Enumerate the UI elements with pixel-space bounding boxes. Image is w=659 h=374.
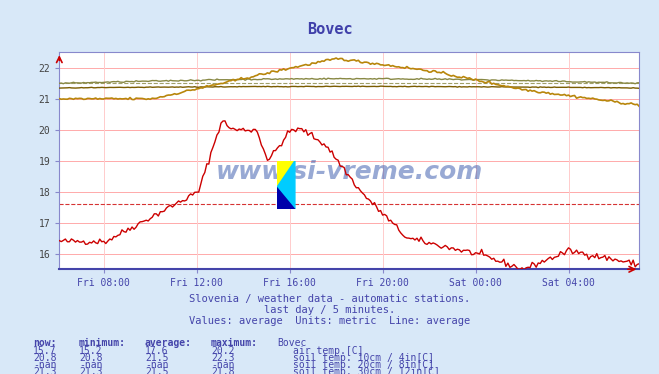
Polygon shape <box>277 187 295 209</box>
Text: 22.3: 22.3 <box>211 353 235 363</box>
Polygon shape <box>277 161 295 187</box>
Text: maximum:: maximum: <box>211 338 258 349</box>
Text: 20.8: 20.8 <box>33 353 57 363</box>
Text: 15.2: 15.2 <box>79 346 103 356</box>
Text: -nan: -nan <box>145 360 169 370</box>
Text: 21.5: 21.5 <box>145 353 169 363</box>
Text: last day / 5 minutes.: last day / 5 minutes. <box>264 305 395 315</box>
Text: www.si-vreme.com: www.si-vreme.com <box>215 160 483 184</box>
Text: 20.8: 20.8 <box>79 353 103 363</box>
Text: Bovec: Bovec <box>277 338 306 349</box>
Text: -nan: -nan <box>211 360 235 370</box>
Text: -nan: -nan <box>33 360 57 370</box>
Text: soil temp. 30cm / 12in[C]: soil temp. 30cm / 12in[C] <box>293 367 440 374</box>
Text: 17.6: 17.6 <box>145 346 169 356</box>
Text: 20.2: 20.2 <box>211 346 235 356</box>
Text: average:: average: <box>145 338 192 349</box>
Text: soil temp. 10cm / 4in[C]: soil temp. 10cm / 4in[C] <box>293 353 434 363</box>
Text: 21.5: 21.5 <box>145 367 169 374</box>
Text: Bovec: Bovec <box>306 22 353 37</box>
Text: 15.7: 15.7 <box>33 346 57 356</box>
Text: Slovenia / weather data - automatic stations.: Slovenia / weather data - automatic stat… <box>189 294 470 304</box>
Text: 21.8: 21.8 <box>211 367 235 374</box>
Text: 21.3: 21.3 <box>79 367 103 374</box>
Text: -nan: -nan <box>79 360 103 370</box>
Polygon shape <box>277 161 295 209</box>
Text: now:: now: <box>33 338 57 349</box>
Text: Values: average  Units: metric  Line: average: Values: average Units: metric Line: aver… <box>189 316 470 326</box>
Text: minimum:: minimum: <box>79 338 126 349</box>
Text: 21.3: 21.3 <box>33 367 57 374</box>
Text: air temp.[C]: air temp.[C] <box>293 346 364 356</box>
Text: soil temp. 20cm / 8in[C]: soil temp. 20cm / 8in[C] <box>293 360 434 370</box>
